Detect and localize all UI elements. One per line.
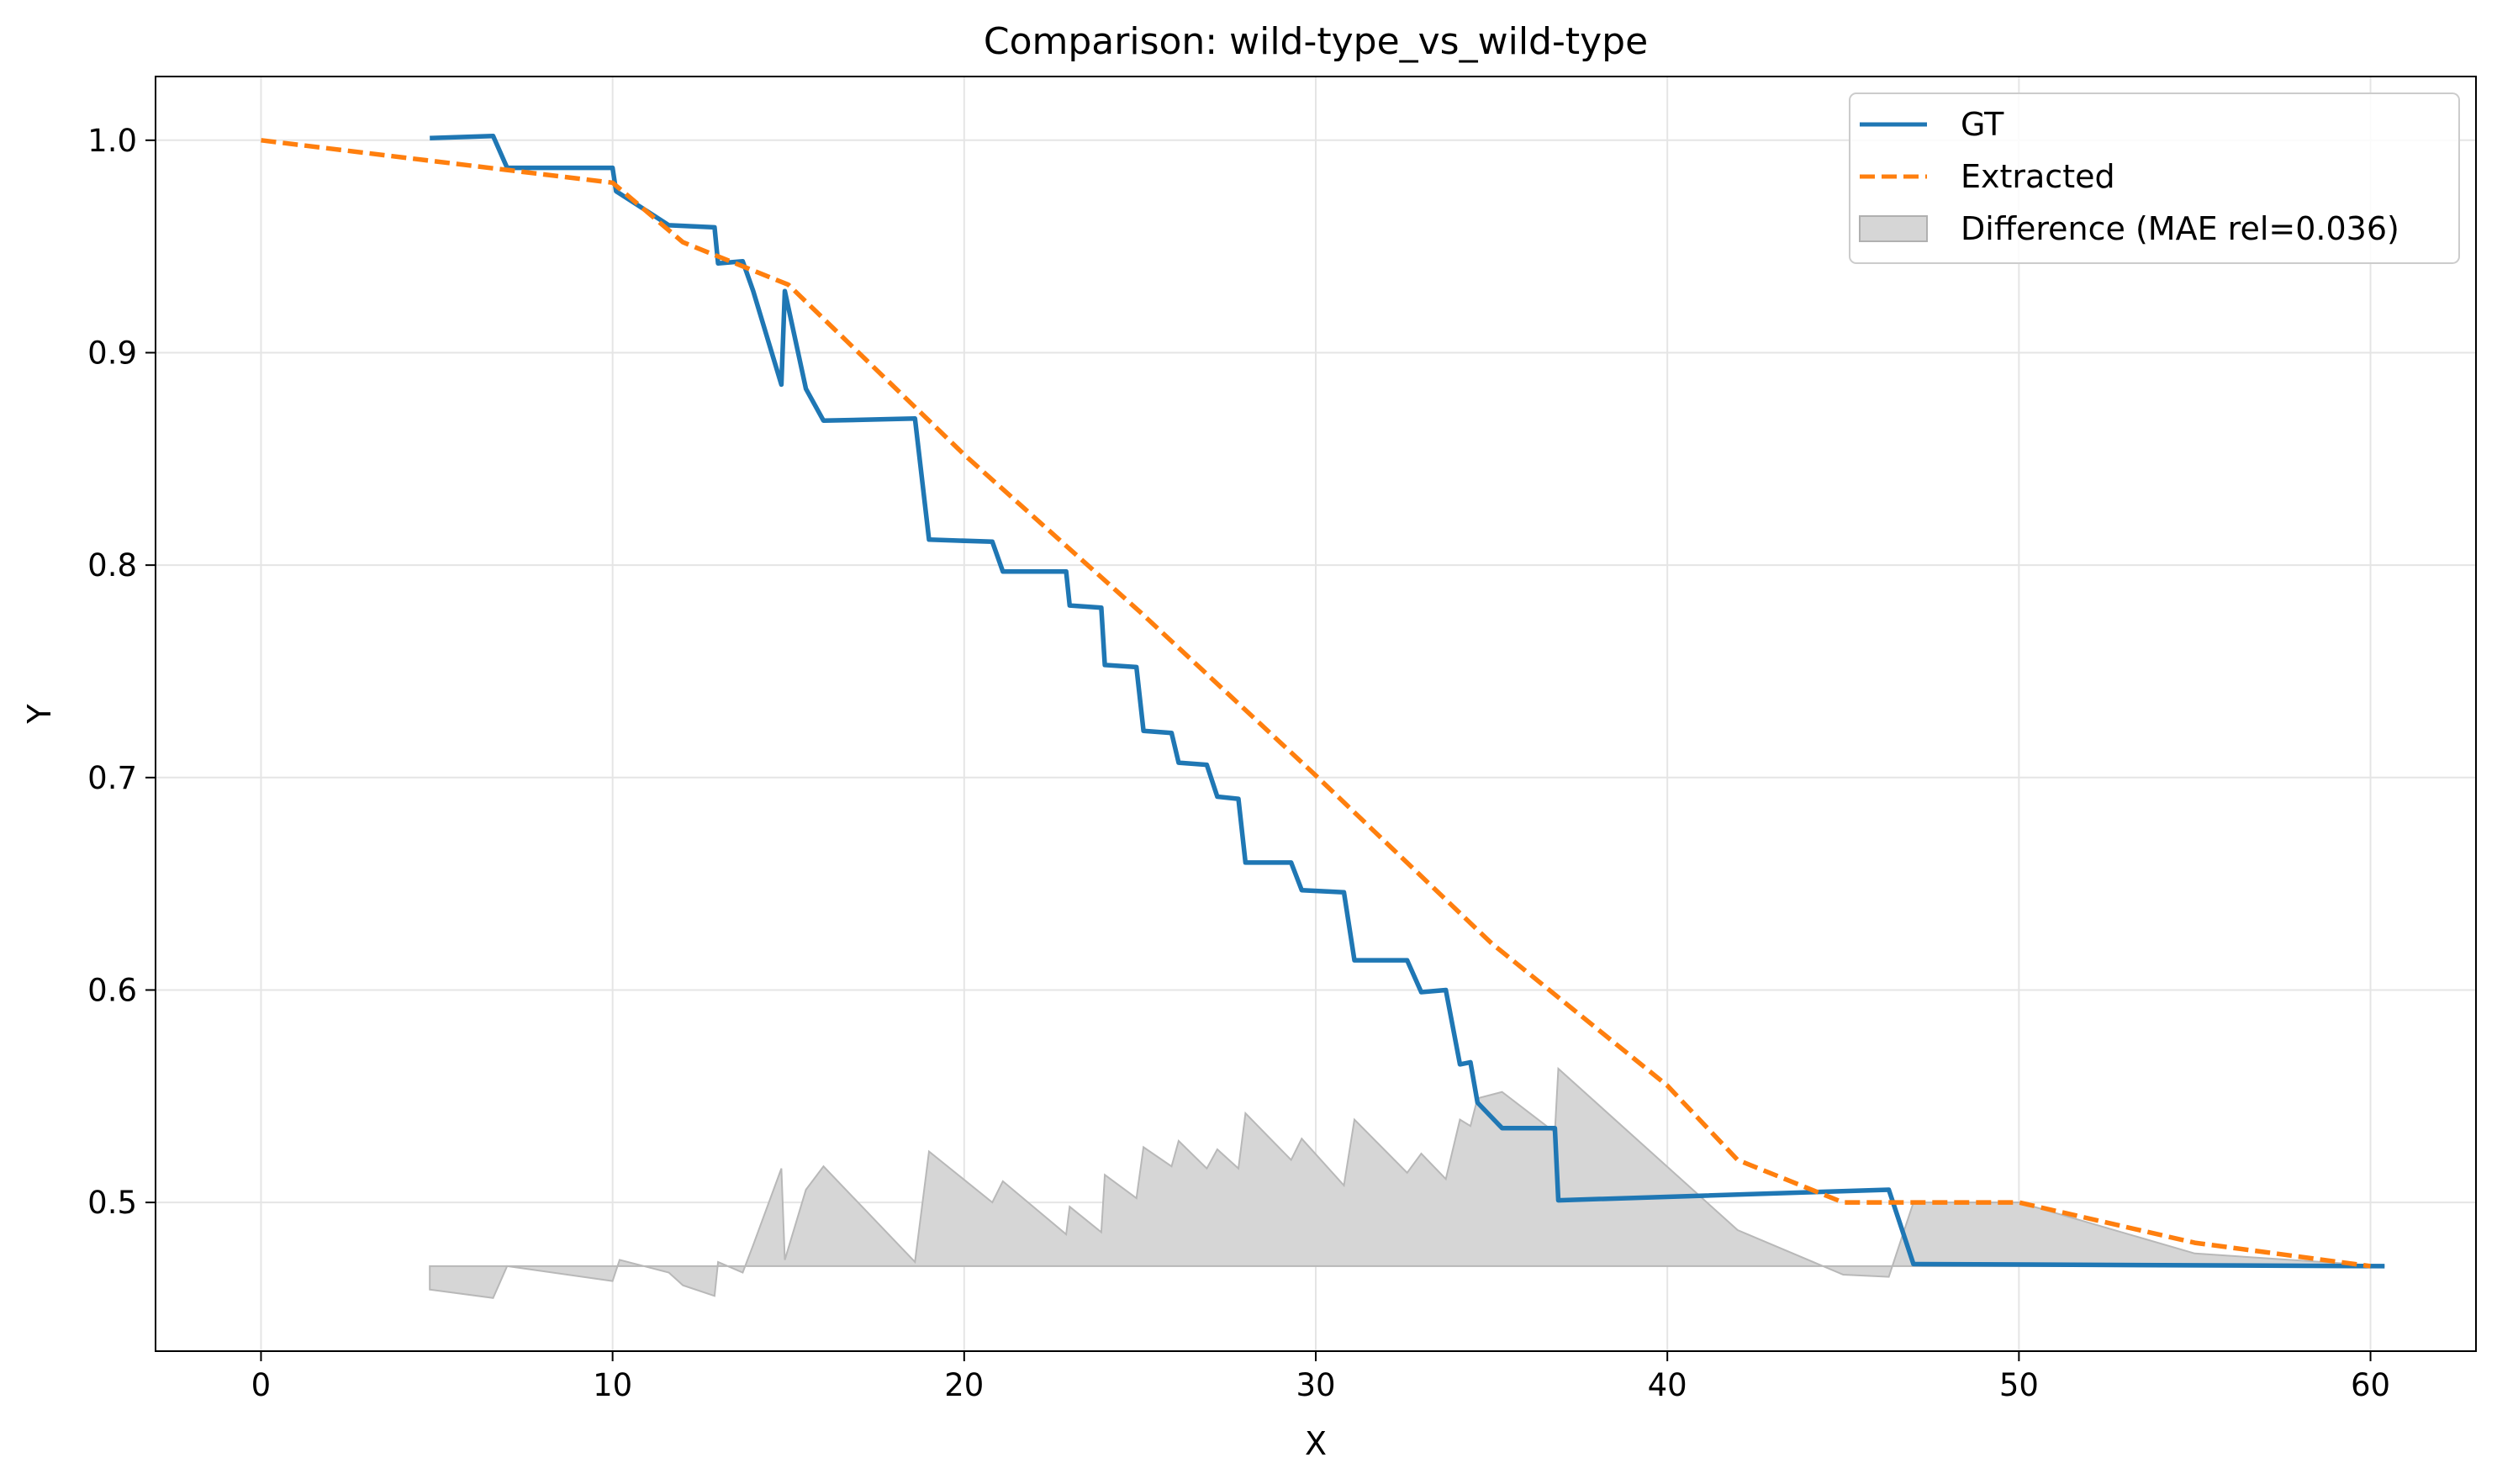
legend-box — [1849, 92, 2460, 264]
legend-label-gt: GT — [1961, 106, 2004, 143]
y-tick-label: 0.5 — [87, 1185, 137, 1221]
y-axis-label: Y — [21, 704, 58, 725]
y-tick-label: 0.6 — [87, 972, 137, 1008]
legend-label-extracted: Extracted — [1961, 158, 2115, 195]
extracted-series-line — [261, 138, 2371, 1269]
x-tick-label: 10 — [593, 1367, 632, 1403]
x-tick-label: 30 — [1296, 1367, 1335, 1403]
series-layer — [261, 133, 2385, 1299]
y-tick-label: 0.9 — [87, 335, 137, 371]
x-tick-label: 50 — [1999, 1367, 2039, 1403]
x-tick-label: 0 — [251, 1367, 272, 1403]
x-axis-label: X — [1305, 1425, 1327, 1462]
x-tick-label: 20 — [944, 1367, 984, 1403]
legend-label-difference: Difference (MAE rel=0.036) — [1961, 210, 2399, 247]
legend: GT Extracted Difference (MAE rel=0.036) — [1849, 92, 2460, 264]
x-tick-label: 40 — [1648, 1367, 1687, 1403]
y-tick-label: 1.0 — [87, 123, 137, 159]
tick-layer: 0 10 20 30 40 50 60 0.5 0.6 0.7 0.8 0.9 1.0 — [87, 123, 2390, 1403]
gt-series-line — [430, 133, 2385, 1269]
legend-swatch-difference — [1859, 215, 1928, 242]
y-tick-label: 0.8 — [87, 547, 137, 584]
y-tick-label: 0.7 — [87, 760, 137, 796]
x-tick-label: 60 — [2351, 1367, 2390, 1403]
chart-title: Comparison: wild-type_vs_wild-type — [984, 20, 1648, 63]
